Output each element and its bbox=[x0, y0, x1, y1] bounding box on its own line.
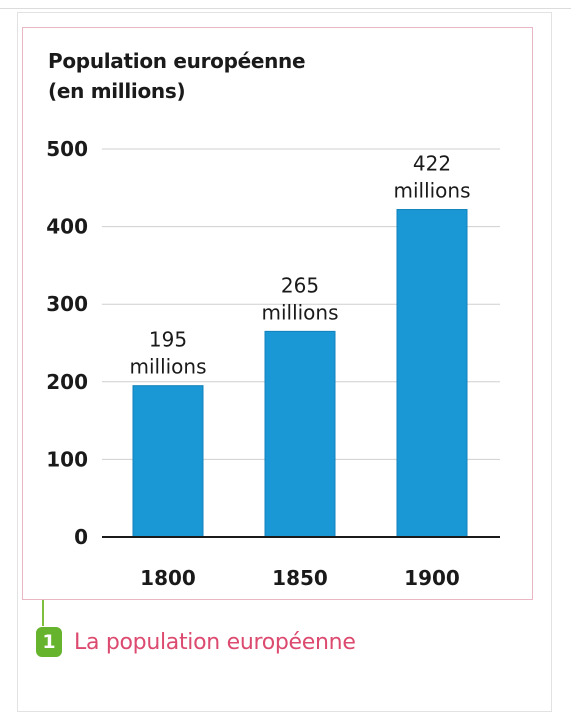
data-label-1850: millions bbox=[261, 300, 338, 324]
x-tick-label-1800: 1800 bbox=[140, 566, 196, 590]
bars bbox=[132, 209, 468, 538]
caption-text: La population européenne bbox=[74, 629, 356, 655]
bar-1800 bbox=[132, 385, 204, 538]
caption-connector bbox=[42, 600, 44, 626]
y-tick-label: 0 bbox=[74, 525, 88, 549]
y-tick-label: 100 bbox=[46, 447, 88, 471]
tick-labels: 0 100 200 300 400 500 1800 1850 1900 bbox=[46, 137, 460, 590]
data-label-1850: 265 bbox=[281, 273, 319, 297]
x-tick-label-1900: 1900 bbox=[404, 566, 460, 590]
data-label-1900: millions bbox=[393, 179, 470, 203]
x-tick-label-1850: 1850 bbox=[272, 566, 328, 590]
y-tick-label: 400 bbox=[46, 215, 88, 239]
y-tick-label: 200 bbox=[46, 370, 88, 394]
chart-title: Population européenne (en millions) bbox=[48, 49, 306, 103]
data-labels: 195 millions 265 millions 422 millions bbox=[129, 152, 470, 379]
caption-number-badge: 1 bbox=[36, 627, 62, 657]
y-tick-label: 500 bbox=[46, 137, 88, 161]
y-tick-label: 300 bbox=[46, 292, 88, 316]
bar-1850 bbox=[264, 330, 336, 538]
bar-1900 bbox=[396, 209, 468, 538]
page-top-rule bbox=[0, 8, 571, 9]
data-label-1800: millions bbox=[129, 355, 206, 379]
figure-caption: 1 La population européenne bbox=[36, 626, 356, 658]
data-label-1900: 422 bbox=[413, 152, 451, 176]
data-label-1800: 195 bbox=[149, 328, 187, 352]
outer-frame bbox=[17, 12, 552, 712]
